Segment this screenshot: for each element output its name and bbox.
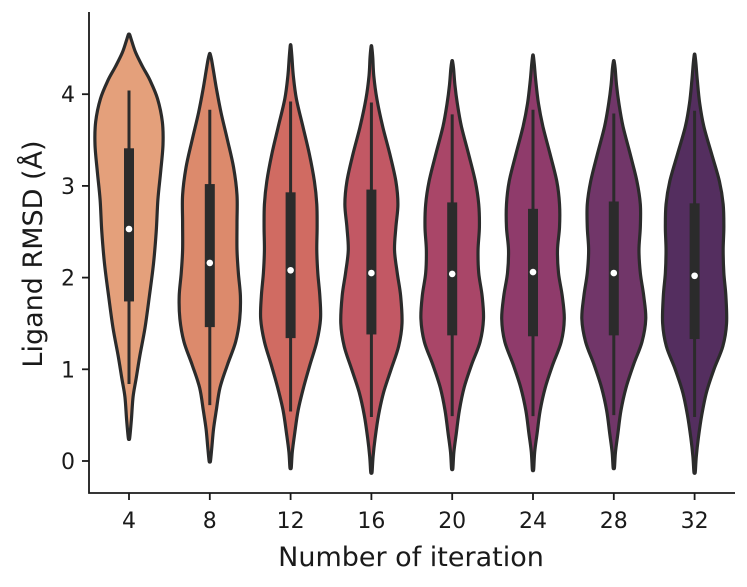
y-axis-ticks: 0 1 2 3 4 bbox=[61, 83, 89, 475]
x-tick-label: 8 bbox=[203, 509, 217, 534]
violin-group-24 bbox=[500, 53, 566, 473]
violin-group-32 bbox=[660, 52, 729, 475]
x-tick-label: 20 bbox=[438, 509, 466, 534]
violin-median-dot bbox=[368, 269, 375, 277]
x-tick-label: 12 bbox=[277, 509, 305, 534]
x-tick-label: 16 bbox=[357, 509, 385, 534]
y-tick-label: 4 bbox=[61, 83, 75, 108]
violin-median-dot bbox=[529, 268, 537, 276]
violin-group-12 bbox=[258, 43, 323, 471]
violin-iqr-box bbox=[204, 184, 215, 328]
violin-iqr-box bbox=[447, 202, 458, 336]
y-tick-label: 3 bbox=[61, 175, 75, 200]
violin-median-dot bbox=[125, 225, 133, 233]
x-tick-label: 4 bbox=[122, 509, 136, 534]
violin-group-8 bbox=[177, 51, 243, 464]
violin-iqr-box bbox=[608, 201, 619, 336]
y-tick-label: 2 bbox=[61, 267, 75, 292]
violin-median-dot bbox=[206, 259, 214, 267]
violin-group-4 bbox=[93, 32, 165, 442]
x-axis-label: Number of iteration bbox=[278, 542, 544, 573]
violin-iqr-box bbox=[285, 192, 296, 339]
violin-group-16 bbox=[339, 44, 404, 475]
violin-iqr-box bbox=[366, 189, 377, 335]
violin-group-28 bbox=[580, 59, 648, 471]
violin-median-dot bbox=[287, 266, 294, 274]
y-axis-label: Ligand RMSD (Å) bbox=[17, 140, 49, 367]
violin-group-20 bbox=[419, 59, 486, 472]
x-axis-ticks: 4 8 12 16 20 24 28 32 bbox=[122, 493, 709, 534]
violin-median-dot bbox=[448, 270, 456, 278]
x-tick-label: 24 bbox=[519, 509, 547, 534]
violin-median-dot bbox=[691, 272, 698, 280]
y-tick-label: 0 bbox=[61, 450, 75, 475]
axis-frame bbox=[88, 12, 735, 494]
violin-layer bbox=[93, 32, 729, 475]
violin-iqr-box bbox=[689, 203, 700, 340]
x-tick-label: 32 bbox=[681, 509, 709, 534]
violin-median-dot bbox=[610, 269, 618, 277]
axes-layer bbox=[88, 12, 735, 494]
y-tick-label: 1 bbox=[61, 358, 75, 383]
violin-iqr-box bbox=[124, 148, 134, 302]
x-tick-label: 28 bbox=[600, 509, 628, 534]
